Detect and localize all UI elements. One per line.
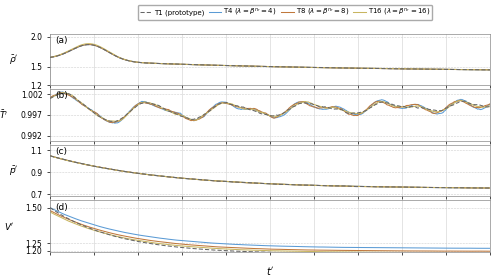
- Text: (c): (c): [56, 147, 68, 156]
- Y-axis label: $V'$: $V'$: [4, 221, 14, 232]
- Legend: T1 (prototype), T4 ($\lambda = \beta^{n_r} = 4$), T8 ($\lambda = \beta^{n_r} = 8: T1 (prototype), T4 ($\lambda = \beta^{n_…: [138, 5, 432, 20]
- Y-axis label: $\bar{p}'$: $\bar{p}'$: [9, 164, 18, 177]
- Text: (a): (a): [56, 36, 68, 45]
- Y-axis label: $\bar{T}'$: $\bar{T}'$: [0, 109, 8, 122]
- X-axis label: $t'$: $t'$: [266, 265, 274, 277]
- Text: (b): (b): [56, 91, 68, 100]
- Text: (d): (d): [56, 202, 68, 212]
- Y-axis label: $\bar{\rho}'$: $\bar{\rho}'$: [9, 53, 18, 66]
